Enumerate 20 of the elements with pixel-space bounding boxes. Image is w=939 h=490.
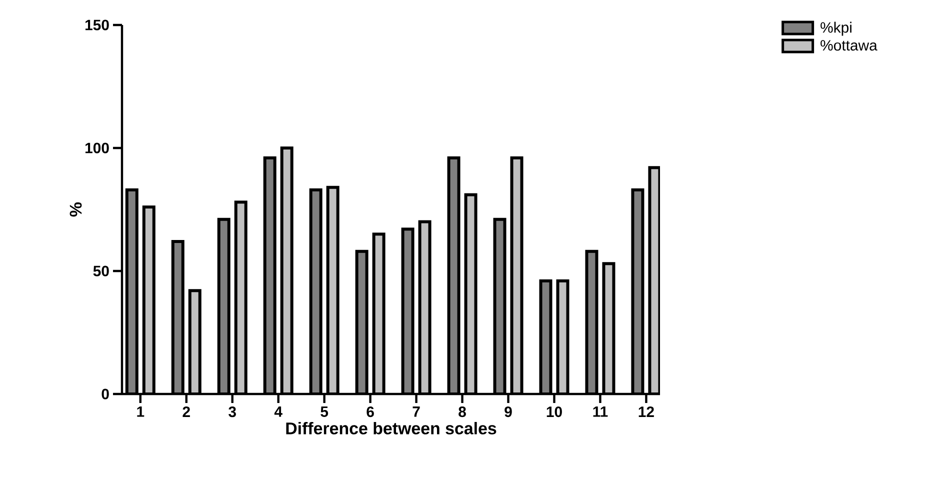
- x-tick-label: 3: [228, 406, 236, 418]
- x-tick-label: 8: [458, 406, 466, 418]
- x-tick-label: 10: [546, 406, 562, 418]
- x-tick-label: 5: [320, 406, 328, 417]
- y-tick-label: 0: [102, 388, 109, 400]
- y-tick-label: 100: [85, 142, 109, 154]
- x-tick-label: 2: [182, 406, 190, 417]
- x-axis-title: Difference between scales: [286, 422, 496, 434]
- legend-label: %ottawa: [820, 40, 878, 51]
- x-tick-label: 1: [137, 406, 144, 417]
- x-tick-label: 7: [412, 406, 420, 417]
- x-tick-label: 9: [504, 406, 512, 418]
- y-axis-title: %: [70, 202, 82, 217]
- x-tick-label: 11: [593, 406, 608, 417]
- y-tick-label: 150: [85, 20, 109, 30]
- x-tick-label: 4: [274, 406, 282, 417]
- legend-label: %kpi: [820, 22, 852, 36]
- x-tick-label: 12: [638, 406, 654, 417]
- y-tick-label: 50: [93, 266, 109, 276]
- x-tick-label: 6: [366, 406, 374, 418]
